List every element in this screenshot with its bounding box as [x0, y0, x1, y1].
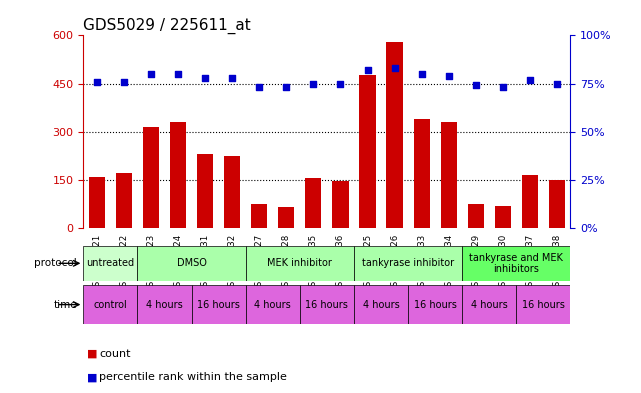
Text: time: time [53, 299, 77, 310]
Text: DMSO: DMSO [177, 258, 206, 268]
Point [552, 80, 562, 86]
Point [281, 84, 292, 90]
Text: 16 hours: 16 hours [522, 299, 565, 310]
Text: 16 hours: 16 hours [413, 299, 456, 310]
Point [92, 79, 102, 85]
Point [444, 73, 454, 79]
Text: MEK inhibitor: MEK inhibitor [267, 258, 332, 268]
Text: untreated: untreated [87, 258, 135, 268]
FancyBboxPatch shape [83, 246, 137, 281]
Point [390, 65, 400, 71]
Bar [224, 156, 240, 228]
FancyBboxPatch shape [137, 246, 246, 281]
Point [525, 77, 535, 83]
Text: 16 hours: 16 hours [306, 299, 348, 310]
Text: tankyrase inhibitor: tankyrase inhibitor [362, 258, 454, 268]
Bar [251, 204, 267, 228]
Bar [468, 204, 484, 228]
FancyBboxPatch shape [83, 285, 137, 324]
Bar [278, 207, 294, 228]
Point [173, 71, 183, 77]
FancyBboxPatch shape [137, 285, 192, 324]
Point [497, 84, 508, 90]
FancyBboxPatch shape [192, 285, 246, 324]
Point [335, 80, 345, 86]
Bar [170, 122, 186, 228]
Text: 4 hours: 4 hours [471, 299, 508, 310]
Point [227, 75, 237, 81]
Bar [305, 178, 322, 228]
Bar [197, 154, 213, 228]
Bar [549, 180, 565, 228]
FancyBboxPatch shape [246, 285, 300, 324]
Point [119, 79, 129, 85]
Bar [413, 119, 429, 228]
Text: control: control [94, 299, 128, 310]
FancyBboxPatch shape [462, 246, 570, 281]
Bar [143, 127, 159, 228]
Bar [88, 176, 105, 228]
Point [200, 75, 210, 81]
FancyBboxPatch shape [354, 246, 462, 281]
Text: 4 hours: 4 hours [363, 299, 399, 310]
Bar [440, 122, 457, 228]
FancyBboxPatch shape [300, 285, 354, 324]
Point [146, 71, 156, 77]
Text: protocol: protocol [34, 258, 77, 268]
Text: count: count [99, 349, 131, 359]
Text: percentile rank within the sample: percentile rank within the sample [99, 372, 287, 382]
FancyBboxPatch shape [354, 285, 408, 324]
Point [308, 80, 319, 86]
Bar [332, 182, 349, 228]
Text: 4 hours: 4 hours [254, 299, 291, 310]
Text: 16 hours: 16 hours [197, 299, 240, 310]
FancyBboxPatch shape [246, 246, 354, 281]
Text: tankyrase and MEK
inhibitors: tankyrase and MEK inhibitors [469, 253, 563, 274]
Point [417, 71, 427, 77]
Bar [522, 175, 538, 228]
FancyBboxPatch shape [517, 285, 570, 324]
FancyBboxPatch shape [408, 285, 462, 324]
Bar [387, 42, 403, 228]
Text: GDS5029 / 225611_at: GDS5029 / 225611_at [83, 18, 251, 34]
Point [254, 84, 264, 90]
Bar [360, 75, 376, 228]
Point [362, 67, 372, 73]
Text: ■: ■ [87, 349, 97, 359]
Bar [495, 206, 511, 228]
Text: 4 hours: 4 hours [146, 299, 183, 310]
Bar [116, 173, 132, 228]
FancyBboxPatch shape [462, 285, 517, 324]
Text: ■: ■ [87, 372, 97, 382]
Point [470, 82, 481, 88]
